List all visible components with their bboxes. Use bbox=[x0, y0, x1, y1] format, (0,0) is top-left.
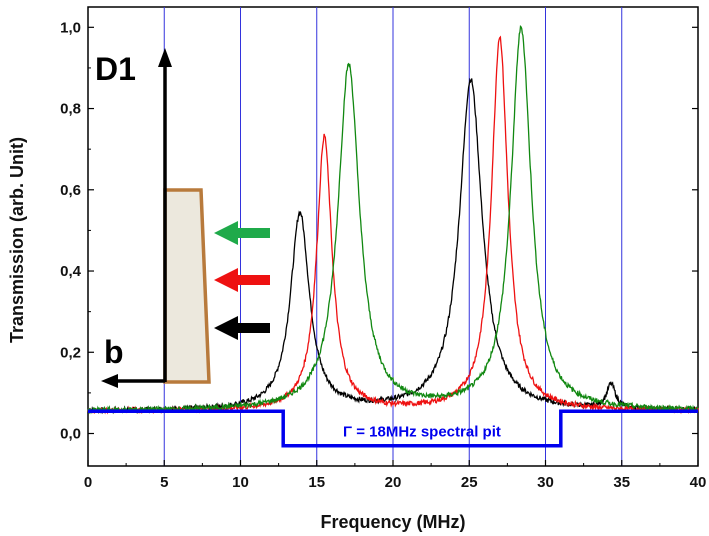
y-tick-label: 0,6 bbox=[60, 182, 81, 199]
inset-pointer-arrow-shaft bbox=[236, 228, 270, 238]
x-tick-label: 15 bbox=[308, 474, 325, 491]
left-pointer-arrow-icon bbox=[214, 221, 238, 245]
x-axis-title: Frequency (MHz) bbox=[320, 512, 465, 532]
y-tick-label: 0,4 bbox=[60, 263, 82, 280]
inset-pointer-arrow-shaft bbox=[236, 323, 270, 333]
x-tick-label: 5 bbox=[160, 474, 168, 491]
series-line bbox=[87, 24, 699, 415]
y-tick-label: 1,0 bbox=[60, 19, 81, 36]
x-tick-label: 10 bbox=[232, 474, 249, 491]
inset-label-d1: D1 bbox=[95, 51, 136, 87]
x-tick-label: 35 bbox=[613, 474, 630, 491]
inset-pointer-arrow-shaft bbox=[236, 275, 270, 285]
x-tick-label: 25 bbox=[461, 474, 478, 491]
y-tick-label: 0,0 bbox=[60, 426, 81, 443]
y-axis-title: Transmission (arb. Unit) bbox=[7, 137, 27, 343]
inset-label-b: b bbox=[104, 334, 124, 370]
x-tick-label: 0 bbox=[84, 474, 92, 491]
left-arrow-icon bbox=[101, 374, 118, 388]
spectral-pit-layer: Γ = 18MHz spectral pit bbox=[88, 409, 698, 448]
axis-ticks: 0 5 10 15 20 25 30 35 40 0,0 0,2 0,4 0,6 0,8 1,0 bbox=[60, 19, 706, 491]
spectral-pit-label: Γ = 18MHz spectral pit bbox=[343, 424, 501, 441]
x-tick-label: 30 bbox=[537, 474, 554, 491]
x-tick-label: 40 bbox=[690, 474, 707, 491]
inset-band bbox=[163, 188, 211, 384]
inset-diagram: D1 b bbox=[95, 48, 270, 388]
spectral-pit-line bbox=[88, 409, 698, 448]
left-pointer-arrow-icon bbox=[214, 316, 238, 340]
y-tick-label: 0,8 bbox=[60, 101, 81, 118]
left-pointer-arrow-icon bbox=[214, 268, 238, 292]
y-tick-label: 0,2 bbox=[60, 344, 81, 361]
x-tick-label: 20 bbox=[385, 474, 402, 491]
up-arrow-icon bbox=[158, 48, 172, 67]
